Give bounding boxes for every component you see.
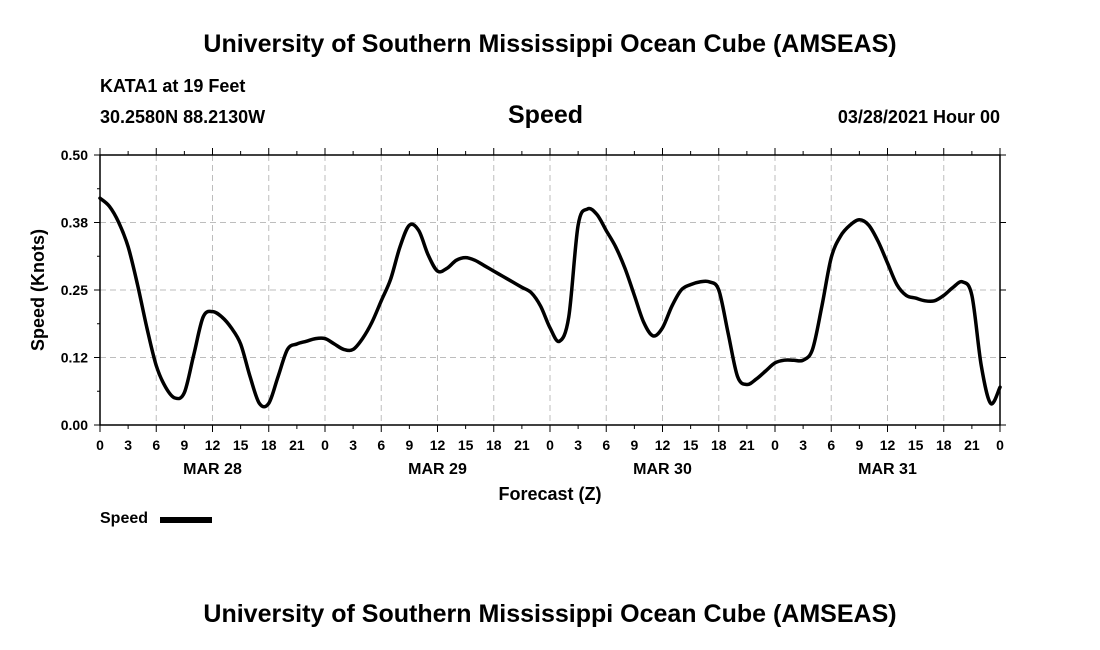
x-tick-label: 0 bbox=[996, 437, 1004, 453]
legend-swatch bbox=[160, 517, 212, 523]
x-tick-label: 18 bbox=[261, 437, 277, 453]
x-tick-label: 9 bbox=[855, 437, 863, 453]
x-tick-label: 15 bbox=[233, 437, 249, 453]
x-tick-label: 15 bbox=[908, 437, 924, 453]
chart-title: Speed bbox=[508, 101, 584, 129]
x-axis-label: Forecast (Z) bbox=[498, 484, 601, 504]
x-tick-label: 9 bbox=[405, 437, 413, 453]
x-tick-label: 21 bbox=[964, 437, 980, 453]
x-tick-label: 12 bbox=[205, 437, 221, 453]
date-labels: MAR 28 MAR 29 MAR 30 MAR 31 bbox=[183, 461, 917, 478]
coordinates-label: 30.2580N 88.2130W bbox=[100, 107, 266, 127]
x-tick-labels: 0 3 6 9 12 15 18 21 0 3 6 9 12 15 18 21 0 3 6 9 12 15 18 21 0 3 6 9… bbox=[96, 437, 1004, 453]
x-tick-label: 6 bbox=[377, 437, 385, 453]
y-tick-label: 0.00 bbox=[61, 417, 88, 433]
chart-grid bbox=[100, 155, 1000, 425]
x-tick-label: 6 bbox=[152, 437, 160, 453]
speed-series-line bbox=[98, 196, 1002, 409]
date-label: MAR 28 bbox=[183, 461, 242, 478]
x-tick-label: 9 bbox=[630, 437, 638, 453]
y-axis-label: Speed (Knots) bbox=[28, 229, 48, 351]
x-tick-label: 6 bbox=[827, 437, 835, 453]
y-tick-label: 0.25 bbox=[61, 282, 88, 298]
x-tick-label: 0 bbox=[546, 437, 554, 453]
x-tick-label: 21 bbox=[514, 437, 530, 453]
x-tick-label: 3 bbox=[124, 437, 132, 453]
y-tick-label: 0.50 bbox=[61, 147, 88, 163]
x-tick-label: 3 bbox=[574, 437, 582, 453]
date-label: MAR 31 bbox=[858, 461, 917, 478]
x-tick-label: 0 bbox=[96, 437, 104, 453]
x-tick-label: 3 bbox=[349, 437, 357, 453]
x-tick-label: 18 bbox=[711, 437, 727, 453]
x-tick-label: 3 bbox=[799, 437, 807, 453]
forecast-datetime: 03/28/2021 Hour 00 bbox=[837, 107, 1000, 127]
x-tick-label: 0 bbox=[321, 437, 329, 453]
date-label: MAR 30 bbox=[633, 461, 692, 478]
y-tick-label: 0.12 bbox=[61, 350, 88, 366]
x-tick-label: 0 bbox=[771, 437, 779, 453]
legend-label: Speed bbox=[100, 510, 149, 527]
x-tick-label: 6 bbox=[602, 437, 610, 453]
x-tick-label: 9 bbox=[180, 437, 188, 453]
axis-ticks bbox=[94, 148, 1006, 432]
x-tick-label: 12 bbox=[430, 437, 446, 453]
x-tick-label: 12 bbox=[880, 437, 896, 453]
page-title-top: University of Southern Mississippi Ocean… bbox=[203, 30, 897, 58]
x-tick-label: 21 bbox=[739, 437, 755, 453]
y-tick-labels: 0.00 0.12 0.25 0.38 0.50 bbox=[61, 147, 88, 433]
y-tick-label: 0.38 bbox=[61, 215, 88, 231]
x-tick-label: 21 bbox=[289, 437, 305, 453]
x-tick-label: 18 bbox=[936, 437, 952, 453]
station-label: KATA1 at 19 Feet bbox=[100, 76, 246, 96]
x-tick-label: 12 bbox=[655, 437, 671, 453]
date-label: MAR 29 bbox=[408, 461, 467, 478]
page-title-bottom: University of Southern Mississippi Ocean… bbox=[203, 600, 897, 628]
x-tick-label: 18 bbox=[486, 437, 502, 453]
x-tick-label: 15 bbox=[458, 437, 474, 453]
x-tick-label: 15 bbox=[683, 437, 699, 453]
